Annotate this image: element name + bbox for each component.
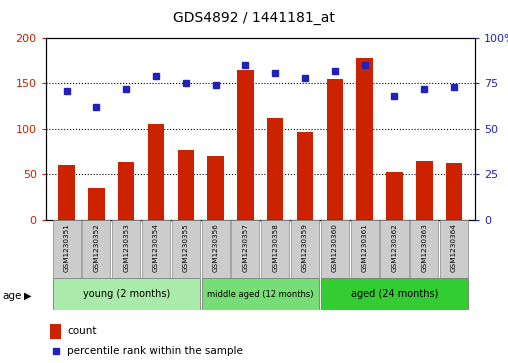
Text: GSM1230357: GSM1230357: [242, 223, 248, 272]
Bar: [386, 172, 403, 220]
Bar: [148, 124, 164, 220]
Text: GSM1230356: GSM1230356: [213, 223, 218, 272]
Bar: [297, 131, 313, 220]
Text: ▶: ▶: [24, 291, 32, 301]
Text: GSM1230358: GSM1230358: [272, 223, 278, 272]
Bar: [142, 220, 170, 278]
Bar: [88, 188, 105, 220]
Text: GSM1230364: GSM1230364: [451, 223, 457, 272]
Text: GSM1230360: GSM1230360: [332, 223, 338, 272]
Bar: [416, 160, 432, 220]
Text: count: count: [67, 326, 97, 337]
Bar: [291, 220, 319, 278]
Text: GSM1230352: GSM1230352: [93, 223, 100, 272]
Bar: [321, 278, 468, 310]
Bar: [112, 220, 140, 278]
Text: GDS4892 / 1441181_at: GDS4892 / 1441181_at: [173, 11, 335, 25]
Text: GSM1230362: GSM1230362: [392, 223, 397, 272]
Bar: [202, 220, 230, 278]
Text: GSM1230355: GSM1230355: [183, 223, 189, 272]
Text: middle aged (12 months): middle aged (12 months): [207, 290, 313, 299]
Text: GSM1230353: GSM1230353: [123, 223, 129, 272]
Bar: [237, 70, 253, 220]
Bar: [202, 278, 319, 310]
Bar: [440, 220, 468, 278]
Bar: [50, 324, 61, 339]
Bar: [327, 79, 343, 220]
Bar: [52, 278, 200, 310]
Bar: [351, 220, 378, 278]
Text: aged (24 months): aged (24 months): [351, 289, 438, 299]
Bar: [321, 220, 349, 278]
Bar: [118, 163, 135, 220]
Text: GSM1230351: GSM1230351: [64, 223, 70, 272]
Text: GSM1230361: GSM1230361: [362, 223, 368, 272]
Bar: [261, 220, 289, 278]
Text: GSM1230359: GSM1230359: [302, 223, 308, 272]
Bar: [232, 220, 260, 278]
Bar: [446, 163, 462, 220]
Text: age: age: [3, 291, 22, 301]
Bar: [410, 220, 438, 278]
Bar: [357, 58, 373, 220]
Bar: [207, 156, 224, 220]
Text: GSM1230363: GSM1230363: [421, 223, 427, 272]
Bar: [178, 150, 194, 220]
Text: percentile rank within the sample: percentile rank within the sample: [67, 346, 243, 356]
Bar: [380, 220, 408, 278]
Bar: [82, 220, 110, 278]
Bar: [172, 220, 200, 278]
Bar: [52, 220, 81, 278]
Bar: [58, 165, 75, 220]
Bar: [267, 118, 283, 220]
Text: young (2 months): young (2 months): [83, 289, 170, 299]
Text: GSM1230354: GSM1230354: [153, 223, 159, 272]
